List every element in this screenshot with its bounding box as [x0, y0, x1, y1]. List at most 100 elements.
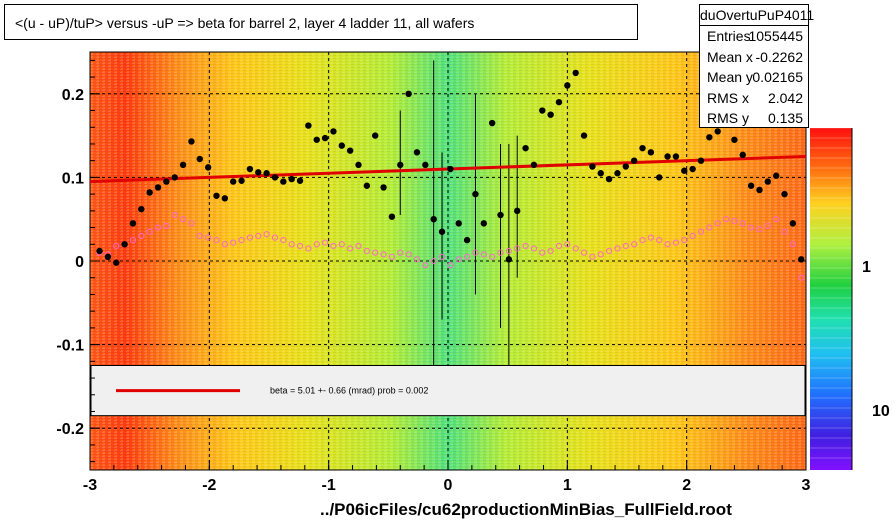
open-marker — [580, 249, 588, 256]
open-marker — [230, 239, 237, 246]
mean-marker — [280, 178, 287, 185]
mean-marker — [213, 192, 220, 199]
mean-marker — [96, 247, 103, 255]
mean-marker — [689, 165, 696, 173]
mean-marker — [731, 136, 738, 143]
stats-row-entries: Entries 1055445 — [700, 26, 808, 47]
mean-marker — [656, 174, 663, 181]
colorbar-label: 10 — [872, 403, 890, 420]
open-marker — [514, 245, 521, 252]
mean-marker — [772, 172, 780, 179]
open-marker — [338, 241, 345, 248]
mean-marker — [321, 134, 329, 142]
open-marker — [497, 249, 504, 256]
mean-marker — [346, 147, 354, 154]
open-marker — [154, 224, 162, 231]
mean-marker — [288, 175, 295, 183]
open-marker — [321, 239, 329, 246]
mean-marker — [547, 111, 554, 118]
title-box: <(u - uP)/tuP> versus -uP => beta for ba… — [4, 4, 638, 40]
mean-marker — [647, 149, 655, 156]
open-marker — [205, 234, 212, 241]
open-marker — [313, 241, 320, 248]
open-marker — [589, 253, 596, 260]
mean-marker — [488, 119, 496, 127]
mean-marker — [522, 144, 529, 152]
mean-marker — [430, 216, 437, 223]
open-marker — [789, 241, 796, 248]
open-marker — [614, 245, 621, 252]
x-tick-label: 1 — [563, 477, 572, 494]
mean-marker — [622, 163, 630, 170]
open-marker — [146, 228, 153, 235]
mean-marker — [388, 213, 396, 220]
mean-marker — [397, 161, 404, 169]
open-marker — [271, 234, 279, 241]
open-marker — [606, 247, 613, 255]
x-tick-label: 0 — [444, 477, 453, 494]
open-marker — [397, 249, 404, 256]
open-marker — [647, 234, 654, 241]
legend-text: beta = 5.01 +- 0.66 (mrad) prob = 0.002 — [270, 386, 428, 396]
mean-marker — [113, 259, 120, 266]
mean-marker — [472, 190, 479, 198]
open-marker — [363, 247, 370, 255]
mean-marker — [447, 165, 454, 173]
mean-marker — [463, 236, 471, 244]
mean-marker — [372, 132, 379, 139]
open-marker — [530, 245, 538, 252]
open-marker — [113, 242, 120, 250]
mean-marker — [363, 182, 371, 189]
open-marker — [756, 226, 763, 233]
mean-marker — [605, 175, 613, 183]
mean-marker — [505, 256, 513, 263]
legend-box — [90, 365, 806, 417]
open-marker — [330, 242, 337, 250]
open-marker — [681, 237, 688, 244]
mean-marker — [514, 207, 521, 215]
mean-marker — [263, 170, 270, 177]
mean-marker — [438, 228, 446, 235]
mean-marker — [530, 161, 538, 169]
open-marker — [438, 253, 446, 260]
open-marker — [221, 241, 228, 248]
mean-marker — [171, 174, 178, 181]
open-marker — [781, 228, 788, 235]
mean-marker — [138, 205, 145, 213]
mean-marker — [129, 220, 137, 227]
stats-key: Entries — [707, 28, 751, 44]
mean-marker — [639, 144, 646, 152]
mean-marker — [597, 170, 604, 177]
open-marker — [422, 262, 429, 269]
mean-marker — [271, 174, 279, 181]
x-tick-label: -2 — [202, 477, 216, 494]
mean-marker — [555, 98, 563, 106]
mean-marker — [539, 107, 546, 114]
mean-marker — [196, 155, 203, 163]
open-marker — [463, 253, 471, 260]
mean-marker — [714, 128, 721, 135]
open-marker — [539, 249, 546, 256]
open-marker — [188, 220, 195, 227]
open-marker — [280, 237, 287, 244]
mean-marker — [146, 189, 153, 196]
mean-marker — [405, 90, 412, 98]
mean-marker — [154, 184, 162, 191]
open-marker — [656, 237, 663, 244]
open-marker — [739, 220, 746, 227]
colorbar-label: 1 — [862, 259, 871, 276]
open-marker — [664, 241, 671, 248]
mean-marker — [355, 161, 362, 169]
open-marker — [706, 224, 713, 231]
x-tick-label: 3 — [802, 477, 811, 494]
open-marker — [689, 232, 696, 240]
stats-value: 0.02165 — [752, 69, 803, 85]
open-marker — [748, 224, 755, 231]
open-marker — [255, 232, 262, 240]
open-marker — [355, 242, 362, 250]
open-marker — [572, 245, 579, 252]
mean-marker — [706, 134, 713, 141]
mean-marker — [580, 132, 588, 139]
x-tick-label: -3 — [83, 477, 97, 494]
stats-value: -0.2262 — [755, 48, 803, 65]
